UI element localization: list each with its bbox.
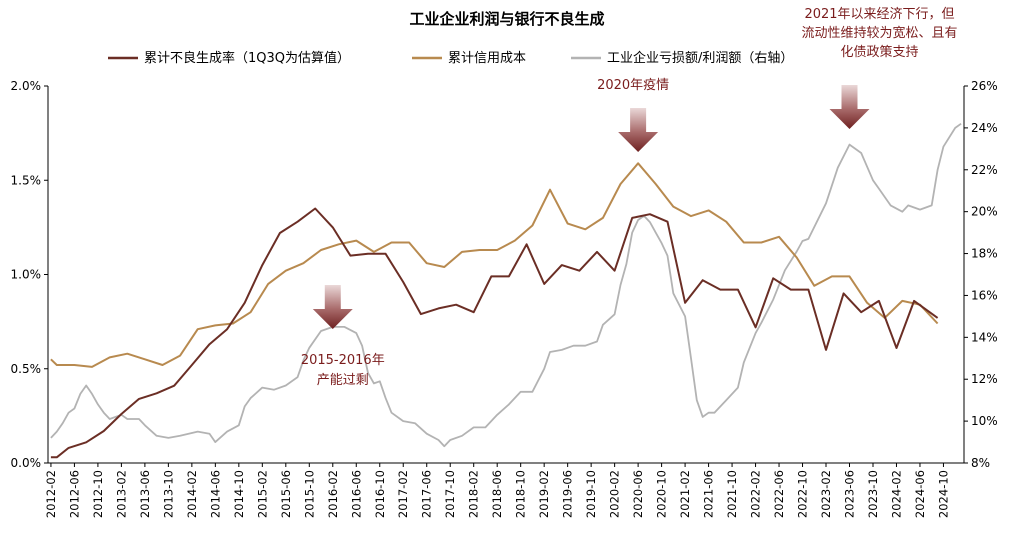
series-line-0 bbox=[50, 207, 939, 459]
x-tick-label: 2020-10 bbox=[655, 470, 669, 518]
x-tick-label: 2016-10 bbox=[373, 470, 387, 518]
left-tick-label: 0.5% bbox=[11, 362, 42, 376]
left-axis-ticks: 0.0% 0.5% 1.0% 1.5% 2.0% bbox=[11, 79, 48, 470]
x-tick-label: 2019-06 bbox=[561, 470, 575, 518]
right-tick-label: 10% bbox=[971, 414, 998, 428]
right-tick-label: 8% bbox=[971, 456, 990, 470]
x-tick-label: 2023-10 bbox=[866, 470, 880, 518]
x-tick-label: 2021-10 bbox=[725, 470, 739, 518]
x-tick-label: 2023-06 bbox=[843, 470, 857, 518]
x-tick-label: 2015-10 bbox=[302, 470, 316, 518]
x-tick-label: 2014-10 bbox=[232, 470, 246, 518]
right-tick-label: 12% bbox=[971, 372, 998, 386]
x-tick-label: 2013-06 bbox=[138, 470, 152, 518]
right-tick-label: 24% bbox=[971, 121, 998, 135]
x-tick-label: 2020-02 bbox=[608, 470, 622, 518]
x-tick-label: 2016-06 bbox=[349, 470, 363, 518]
x-tick-label: 2021-06 bbox=[702, 470, 716, 518]
right-tick-label: 20% bbox=[971, 205, 998, 219]
x-tick-label: 2023-02 bbox=[819, 470, 833, 518]
annotation-text: 流动性维持较为宽松、且有 bbox=[801, 25, 957, 41]
left-tick-label: 2.0% bbox=[11, 79, 42, 93]
x-tick-label: 2017-02 bbox=[396, 470, 410, 518]
x-tick-label: 2019-10 bbox=[584, 470, 598, 518]
x-tick-label: 2013-10 bbox=[161, 470, 175, 518]
right-tick-label: 14% bbox=[971, 330, 998, 344]
right-axis-ticks: 8% 10% 12% 14% 16% 18% 20% 22% 24% 26% bbox=[964, 79, 998, 470]
x-tick-label: 2018-06 bbox=[490, 470, 504, 518]
right-tick-label: 26% bbox=[971, 79, 998, 93]
x-tick-label: 2018-02 bbox=[467, 470, 481, 518]
legend-label-loss-ratio: 工业企业亏损额/利润额（右轴） bbox=[607, 50, 793, 66]
legend-label-credit-cost: 累计信用成本 bbox=[448, 51, 526, 66]
x-tick-label: 2017-10 bbox=[443, 470, 457, 518]
x-tick-label: 2012-02 bbox=[44, 470, 58, 518]
x-tick-label: 2024-06 bbox=[913, 470, 927, 518]
left-tick-label: 1.5% bbox=[11, 173, 42, 187]
x-tick-label: 2019-02 bbox=[537, 470, 551, 518]
annotation-text: 2021年以来经济下行，但 bbox=[804, 7, 954, 22]
chart-title: 工业企业利润与银行不良生成 bbox=[409, 10, 604, 28]
legend-label-npl: 累计不良生成率（1Q3Q为估算值） bbox=[144, 50, 350, 66]
right-tick-label: 22% bbox=[971, 163, 998, 177]
x-tick-label: 2018-10 bbox=[514, 470, 528, 518]
series-line-2 bbox=[50, 122, 962, 448]
x-tick-label: 2015-02 bbox=[255, 470, 269, 518]
x-tick-label: 2022-06 bbox=[772, 470, 786, 518]
x-tick-label: 2022-02 bbox=[749, 470, 763, 518]
x-tick-label: 2022-10 bbox=[796, 470, 810, 518]
down-arrow-icon bbox=[312, 285, 353, 329]
left-tick-label: 1.0% bbox=[11, 268, 42, 282]
x-tick-label: 2017-06 bbox=[420, 470, 434, 518]
x-tick-label: 2013-02 bbox=[114, 470, 128, 518]
x-axis-ticks: 2012-02 2012-06 2012-10 2013-02 2013-06 2013-… bbox=[44, 463, 950, 518]
legend: 累计不良生成率（1Q3Q为估算值） 累计信用成本 工业企业亏损额/利润额（右轴） bbox=[108, 50, 793, 66]
x-tick-label: 2014-06 bbox=[208, 470, 222, 518]
x-tick-label: 2024-02 bbox=[889, 470, 903, 518]
x-tick-label: 2020-06 bbox=[631, 470, 645, 518]
x-tick-label: 2021-02 bbox=[678, 470, 692, 518]
down-arrow-icon bbox=[618, 108, 659, 152]
annotation-text: 2015-2016年 bbox=[301, 353, 385, 368]
x-tick-label: 2015-06 bbox=[279, 470, 293, 518]
x-tick-label: 2024-10 bbox=[936, 470, 950, 518]
left-tick-label: 0.0% bbox=[11, 456, 42, 470]
annotation-text: 2020年疫情 bbox=[597, 77, 669, 93]
right-tick-label: 16% bbox=[971, 288, 998, 302]
series-line-1 bbox=[50, 162, 939, 368]
annotation-text: 产能过剩 bbox=[317, 373, 369, 388]
x-tick-label: 2014-02 bbox=[185, 470, 199, 518]
right-tick-label: 18% bbox=[971, 247, 998, 261]
series-lines bbox=[50, 122, 962, 459]
down-arrow-icon bbox=[829, 85, 870, 129]
annotation-text: 化债政策支持 bbox=[840, 44, 918, 60]
x-tick-label: 2012-10 bbox=[91, 470, 105, 518]
x-tick-label: 2016-02 bbox=[326, 470, 340, 518]
x-tick-label: 2012-06 bbox=[67, 470, 81, 518]
